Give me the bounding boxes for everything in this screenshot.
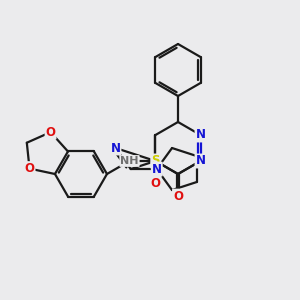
Text: O: O (151, 177, 160, 190)
Text: N: N (196, 154, 206, 167)
Text: S: S (151, 154, 160, 167)
Text: N: N (196, 128, 206, 142)
Text: O: O (25, 162, 34, 175)
Text: NH: NH (120, 156, 139, 166)
Text: O: O (173, 190, 183, 202)
Text: O: O (46, 126, 56, 139)
Text: N: N (152, 163, 162, 176)
Text: N: N (110, 142, 121, 154)
